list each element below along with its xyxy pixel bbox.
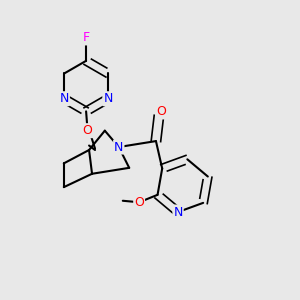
Text: O: O [156, 106, 166, 118]
Text: N: N [114, 140, 124, 154]
Text: O: O [134, 196, 144, 209]
Text: F: F [82, 32, 90, 44]
Text: N: N [59, 92, 69, 105]
Text: N: N [173, 206, 183, 218]
Text: O: O [82, 124, 92, 137]
Text: N: N [103, 92, 113, 105]
